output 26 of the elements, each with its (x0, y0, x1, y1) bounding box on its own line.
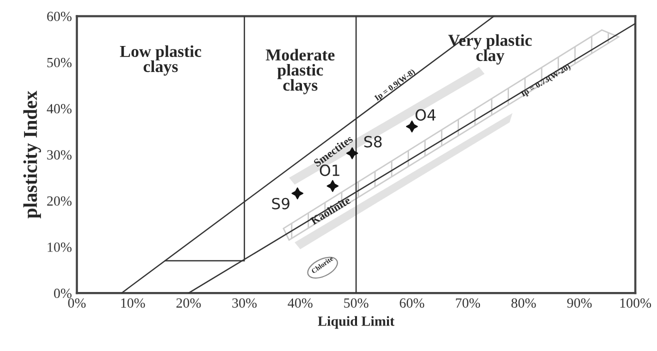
annotation: Moderate plastic clays (266, 48, 335, 94)
y-axis-title: plasticity Index (23, 90, 41, 218)
y-tick-label: 30% (47, 150, 72, 160)
x-tick-label: 40% (288, 298, 313, 308)
x-tick-label: 90% (567, 298, 592, 308)
x-axis-title: Liquid Limit (318, 316, 394, 329)
x-tick-label: 0% (68, 298, 86, 308)
y-tick-label: 10% (48, 242, 72, 252)
y-tick-label: 50% (47, 58, 72, 68)
x-tick-label: 20% (176, 298, 201, 308)
x-tick-label: 100% (620, 298, 652, 308)
x-tick-label: 30% (232, 298, 257, 308)
data-label: O4 (416, 109, 436, 121)
y-tick-label: 20% (47, 196, 72, 206)
annotation: Low plastic clays (120, 45, 202, 76)
y-tick-label: 60% (47, 12, 72, 22)
x-tick-label: 80% (511, 298, 536, 308)
x-tick-label: 60% (400, 298, 424, 308)
x-tick-label: 10% (121, 298, 145, 308)
y-tick-label: 0% (54, 288, 72, 298)
data-label: O1 (320, 164, 340, 176)
y-tick-label: 40% (46, 104, 72, 114)
data-label: S9 (272, 198, 290, 210)
x-tick-label: 70% (456, 298, 480, 308)
x-tick-label: 50% (344, 298, 368, 308)
data-label: S8 (364, 136, 382, 148)
